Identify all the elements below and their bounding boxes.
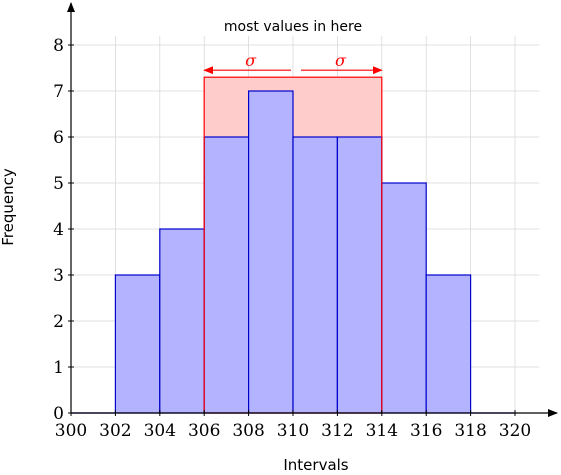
- x-tick-label: 300: [55, 421, 87, 441]
- y-tick-label: 5: [53, 174, 64, 194]
- y-tick-label: 4: [53, 220, 64, 240]
- histogram-bar: [114, 274, 161, 414]
- y-axis-label: Frequency: [0, 168, 17, 246]
- sigma-label-right: σ: [335, 51, 347, 70]
- y-tick-label: 7: [53, 82, 64, 102]
- x-tick-label: 310: [277, 421, 309, 441]
- y-tick-label: 0: [53, 404, 64, 424]
- tick-labels: 300 302 304 306 308 310 312 314 316 318 320 0 1 2 3 4 5 6…: [53, 36, 531, 441]
- x-tick-label: 312: [321, 421, 353, 441]
- x-tick-label: 302: [99, 421, 131, 441]
- histogram-bar: [248, 90, 294, 414]
- axes: [67, 2, 558, 417]
- sigma-label-left: σ: [245, 51, 257, 70]
- x-tick-label: 308: [232, 421, 264, 441]
- y-tick-label: 6: [53, 128, 64, 148]
- histogram-bar: [159, 228, 205, 414]
- x-axis-label: Intervals: [283, 456, 348, 474]
- y-tick-label: 8: [53, 36, 64, 56]
- histogram-bar: [425, 274, 472, 414]
- x-tick-label: 318: [454, 421, 486, 441]
- y-tick-label: 2: [53, 312, 64, 332]
- histogram-bar: [203, 136, 250, 414]
- bars: [71, 90, 515, 414]
- annotation-text: most values in here: [224, 19, 362, 35]
- histogram-bar: [381, 182, 427, 414]
- x-tick-label: 320: [499, 421, 531, 441]
- x-tick-label: 304: [144, 421, 176, 441]
- histogram-bar: [336, 136, 383, 414]
- y-tick-label: 1: [53, 358, 64, 378]
- x-tick-label: 316: [410, 421, 442, 441]
- x-tick-label: 314: [366, 421, 398, 441]
- x-tick-label: 306: [188, 421, 220, 441]
- histogram-bar: [292, 136, 339, 414]
- y-tick-label: 3: [53, 266, 64, 286]
